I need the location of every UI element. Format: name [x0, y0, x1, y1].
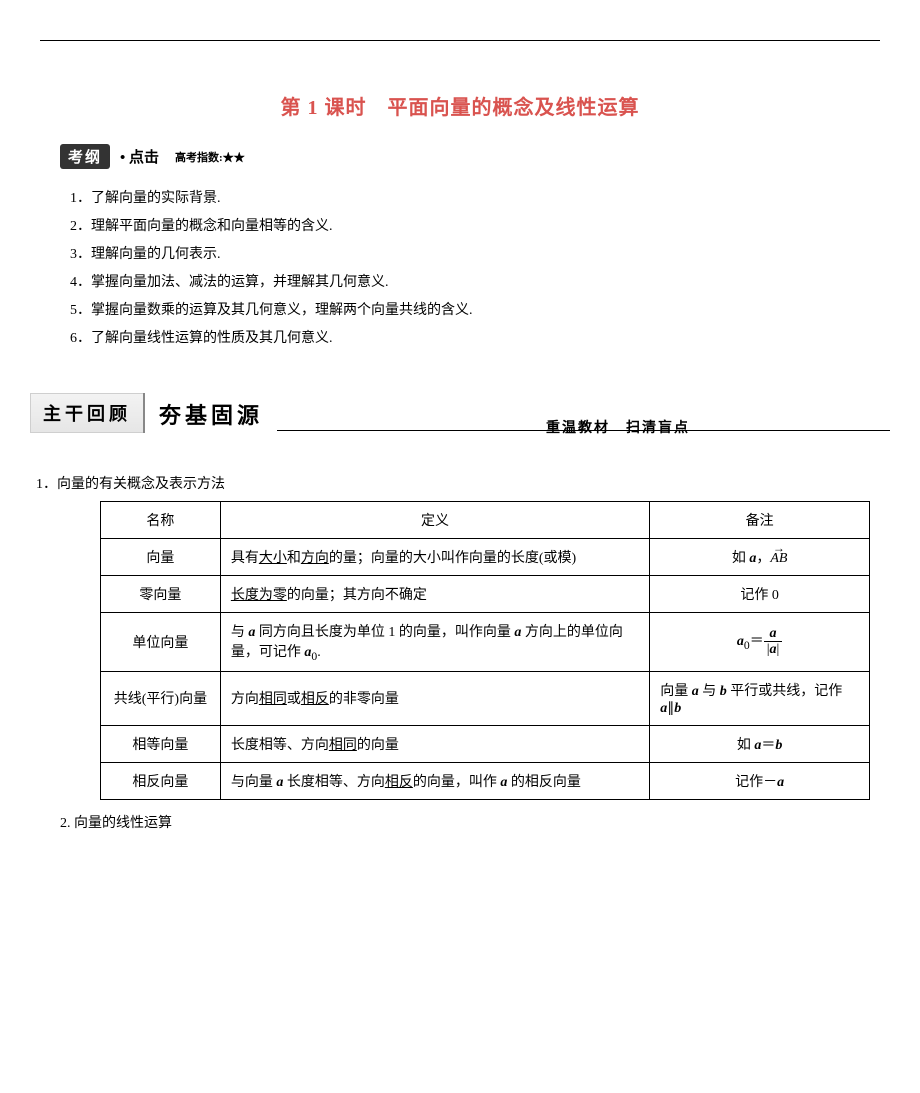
table-row: 单位向量与 a 同方向且长度为单位 1 的向量，叫作向量 a 方向上的单位向量，…	[101, 613, 870, 672]
cell-definition: 长度为零的向量；其方向不确定	[220, 576, 649, 613]
paragraph-2: 2. 向量的线性运算	[60, 812, 890, 832]
th-def: 定义	[220, 502, 649, 539]
cell-name: 相等向量	[101, 725, 221, 762]
table-row: 向量具有大小和方向的量；向量的大小叫作向量的长度(或模)如 a，→AB	[101, 539, 870, 576]
table-row: 共线(平行)向量方向相同或相反的非零向量向量 a 与 b 平行或共线，记作 a∥…	[101, 671, 870, 725]
kaogang-row: 考纲 • 点击 高考指数:★★	[60, 144, 890, 169]
cell-definition: 具有大小和方向的量；向量的大小叫作向量的长度(或模)	[220, 539, 649, 576]
cell-name: 共线(平行)向量	[101, 671, 221, 725]
th-name: 名称	[101, 502, 221, 539]
cell-note: 向量 a 与 b 平行或共线，记作 a∥b	[650, 671, 870, 725]
table-row: 相反向量与向量 a 长度相等、方向相反的向量，叫作 a 的相反向量记作－a	[101, 762, 870, 799]
top-horizontal-rule	[40, 40, 880, 41]
cell-definition: 与 a 同方向且长度为单位 1 的向量，叫作向量 a 方向上的单位向量，可记作 …	[220, 613, 649, 672]
lesson-title: 第 1 课时 平面向量的概念及线性运算	[30, 91, 890, 120]
syllabus-item: 3．理解向量的几何表示.	[70, 241, 890, 269]
cell-note: 记作 0	[650, 576, 870, 613]
cell-note: 如 a，→AB	[650, 539, 870, 576]
section-subtitle: 重温教材 扫清盲点	[546, 417, 690, 437]
syllabus-item: 6．了解向量线性运算的性质及其几何意义.	[70, 325, 890, 353]
syllabus-item: 2．理解平面向量的概念和向量相等的含义.	[70, 213, 890, 241]
cell-definition: 与向量 a 长度相等、方向相反的向量，叫作 a 的相反向量	[220, 762, 649, 799]
syllabus-item: 5．掌握向量数乘的运算及其几何意义，理解两个向量共线的含义.	[70, 297, 890, 325]
syllabus-list: 1．了解向量的实际背景. 2．理解平面向量的概念和向量相等的含义. 3．理解向量…	[70, 185, 890, 353]
syllabus-item: 4．掌握向量加法、减法的运算，并理解其几何意义.	[70, 269, 890, 297]
cell-note: 如 a＝b	[650, 725, 870, 762]
cell-name: 相反向量	[101, 762, 221, 799]
section-header: 主干回顾 夯基固源 重温教材 扫清盲点	[30, 393, 890, 433]
exam-index-label: 高考指数:★★	[175, 149, 245, 165]
kaogang-dot-label: • 点击	[120, 146, 159, 167]
th-note: 备注	[650, 502, 870, 539]
section-badge: 主干回顾	[30, 393, 143, 433]
cell-note: a0＝a|a|	[650, 613, 870, 672]
table-body: 向量具有大小和方向的量；向量的大小叫作向量的长度(或模)如 a，→AB零向量长度…	[101, 539, 870, 800]
cell-name: 向量	[101, 539, 221, 576]
table-row: 相等向量长度相等、方向相同的向量如 a＝b	[101, 725, 870, 762]
kaogang-badge: 考纲	[60, 144, 110, 169]
section-title: 夯基固源	[145, 395, 277, 433]
vector-concepts-table: 名称 定义 备注 向量具有大小和方向的量；向量的大小叫作向量的长度(或模)如 a…	[100, 501, 870, 800]
cell-note: 记作－a	[650, 762, 870, 799]
paragraph-1: 1．向量的有关概念及表示方法	[36, 473, 890, 493]
page: 第 1 课时 平面向量的概念及线性运算 考纲 • 点击 高考指数:★★ 1．了解…	[0, 0, 920, 872]
table-row: 零向量长度为零的向量；其方向不确定记作 0	[101, 576, 870, 613]
table-header-row: 名称 定义 备注	[101, 502, 870, 539]
cell-definition: 长度相等、方向相同的向量	[220, 725, 649, 762]
syllabus-item: 1．了解向量的实际背景.	[70, 185, 890, 213]
cell-name: 零向量	[101, 576, 221, 613]
cell-definition: 方向相同或相反的非零向量	[220, 671, 649, 725]
cell-name: 单位向量	[101, 613, 221, 672]
